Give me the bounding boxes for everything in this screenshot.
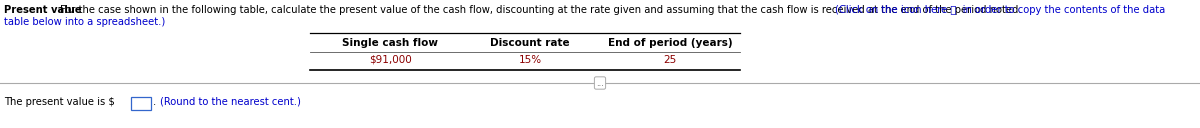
Text: $91,000: $91,000 bbox=[368, 55, 412, 65]
Text: .: . bbox=[154, 97, 156, 107]
Text: 15%: 15% bbox=[518, 55, 541, 65]
Text: Single cash flow: Single cash flow bbox=[342, 38, 438, 48]
Text: (Round to the nearest cent.): (Round to the nearest cent.) bbox=[160, 97, 301, 107]
Text: 25: 25 bbox=[664, 55, 677, 65]
Text: End of period (years): End of period (years) bbox=[607, 38, 732, 48]
Text: ...: ... bbox=[596, 78, 604, 88]
Text: Discount rate: Discount rate bbox=[490, 38, 570, 48]
Text: For the case shown in the following table, calculate the present value of the ca: For the case shown in the following tabl… bbox=[60, 5, 1021, 15]
Text: table below into a spreadsheet.): table below into a spreadsheet.) bbox=[4, 17, 166, 27]
Text: Present value: Present value bbox=[4, 5, 82, 15]
Text: The present value is $: The present value is $ bbox=[4, 97, 115, 107]
Text: (Click on the icon here ⎘  in order to copy the contents of the data: (Click on the icon here ⎘ in order to co… bbox=[835, 5, 1165, 15]
